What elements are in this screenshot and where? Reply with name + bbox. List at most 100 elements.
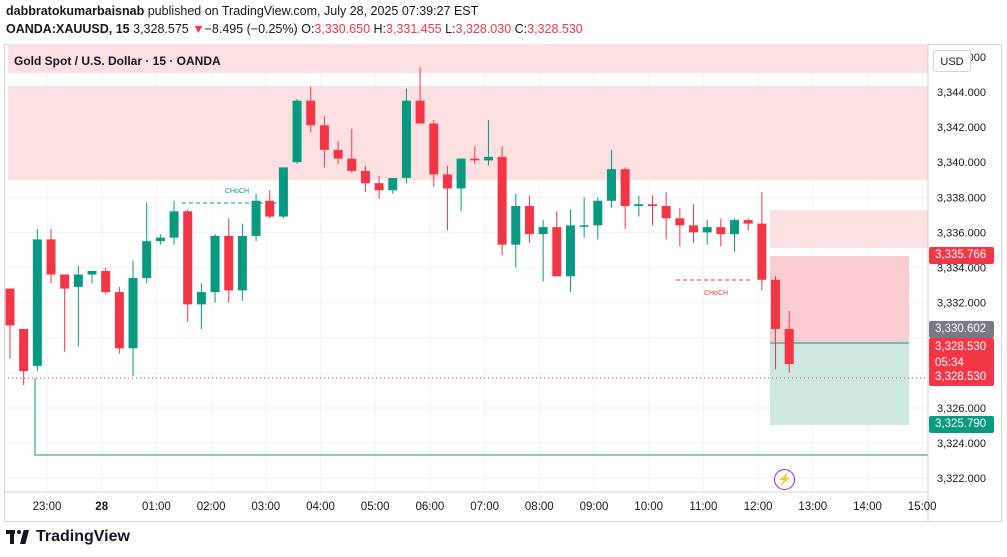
candle-body xyxy=(306,100,316,126)
candle-body xyxy=(470,158,480,161)
symbol-label: OANDA:XAUUSD, 15 xyxy=(6,22,130,36)
candle-body xyxy=(224,235,234,291)
candle-body xyxy=(374,183,384,191)
price-tick-label: 3,338.000 xyxy=(937,192,986,204)
candle-body xyxy=(401,100,411,178)
ohlc-line: OANDA:XAUUSD, 15 3,328.575 ▼−8.495 (−0.2… xyxy=(6,22,583,36)
time-tick-label: 08:00 xyxy=(525,501,554,513)
candle-body xyxy=(565,225,575,277)
candle-body xyxy=(114,292,124,349)
change-down-icon: ▼ xyxy=(192,22,205,36)
candle-body xyxy=(716,227,726,235)
time-tick-label: 04:00 xyxy=(306,501,335,513)
candle-body xyxy=(634,204,644,207)
time-tick-label: 12:00 xyxy=(744,501,773,513)
time-tick-label: 23:00 xyxy=(33,501,62,513)
candle-body xyxy=(155,237,165,242)
supply-zone xyxy=(8,86,928,180)
candle-body xyxy=(5,288,15,326)
candle-body xyxy=(210,235,220,293)
tradingview-wordmark: TradingView xyxy=(36,528,130,545)
candle-body xyxy=(552,227,562,277)
candle-body xyxy=(497,156,507,245)
candle-body xyxy=(128,278,138,349)
time-tick-label: 15:00 xyxy=(908,501,937,513)
candle-body xyxy=(251,200,261,236)
currency-button[interactable]: USD xyxy=(933,50,971,72)
candle-body xyxy=(620,169,630,207)
candle-body xyxy=(73,274,83,287)
published-text: published on TradingView.com, July 28, 2… xyxy=(147,4,479,18)
candle-body xyxy=(101,271,111,293)
candle-body xyxy=(429,123,439,175)
candle-body xyxy=(388,177,398,191)
candle-body xyxy=(196,292,206,305)
price-tick-label: 3,342.000 xyxy=(937,122,986,134)
candle-body xyxy=(456,158,466,189)
candle-body xyxy=(442,174,452,189)
price-tick-label: 3,334.000 xyxy=(937,263,986,275)
time-tick-label: 11:00 xyxy=(689,501,717,513)
candle-body xyxy=(606,169,616,201)
candle-body xyxy=(579,225,589,227)
candle-body xyxy=(142,241,152,279)
price-tick-label: 3,340.000 xyxy=(937,157,986,169)
close-label: C: xyxy=(514,22,528,36)
candle-body xyxy=(743,220,753,224)
close-value: 3,328.530 xyxy=(527,22,583,36)
candle-body xyxy=(333,149,343,159)
lightning-icon[interactable]: ⚡ xyxy=(774,469,795,490)
supply-zone-right xyxy=(770,210,928,248)
price-tick-label: 3,336.000 xyxy=(937,227,986,239)
price-tick-label: 3,344.000 xyxy=(937,87,986,99)
candle-body xyxy=(593,200,603,226)
candle-body xyxy=(524,206,534,235)
candles-group xyxy=(5,67,794,386)
time-tick-label: 03:00 xyxy=(251,501,280,513)
candle-body xyxy=(46,239,56,275)
low-value: 3,328.030 xyxy=(455,22,512,36)
last-price-value: 3,328.530 xyxy=(935,341,987,353)
last-price-tag: 3,328.530 05:34 xyxy=(929,338,994,372)
time-tick-label: 13:00 xyxy=(798,501,827,513)
candle-body xyxy=(265,200,275,217)
time-tick-label: 01:00 xyxy=(142,501,171,513)
last-price: 3,328.575 xyxy=(133,22,189,36)
candle-body xyxy=(87,271,97,275)
candle-body xyxy=(237,235,247,291)
high-value: 3,331.455 xyxy=(386,22,442,36)
publisher-line: dabbratokumarbaisnab published on Tradin… xyxy=(6,4,478,18)
author-name[interactable]: dabbratokumarbaisnab xyxy=(6,4,145,18)
candle-body xyxy=(702,227,712,233)
tradingview-logo[interactable]: TradingView xyxy=(6,528,130,546)
candle-body xyxy=(278,167,288,217)
high-label: H: xyxy=(373,22,387,36)
candle-body xyxy=(60,274,70,289)
price-tick-label: 3,326.000 xyxy=(937,403,986,415)
time-tick-label: 09:00 xyxy=(580,501,609,513)
candle-body xyxy=(511,206,521,245)
time-tick-label: 05:00 xyxy=(361,501,390,513)
candle-body xyxy=(19,328,29,372)
take-profit-tag: 3,325.790 xyxy=(929,416,994,433)
price-tick-label: 3,322.000 xyxy=(937,473,986,485)
time-tick-label: 06:00 xyxy=(416,501,445,513)
candle-body xyxy=(647,204,657,207)
candle-body xyxy=(319,125,329,150)
open-value: 3,330.650 xyxy=(314,22,371,36)
tradingview-mark-icon xyxy=(6,530,30,544)
chart-legend[interactable]: Gold Spot / U.S. Dollar · 15 · OANDA xyxy=(14,54,221,68)
candle-body xyxy=(689,225,698,233)
candle-body xyxy=(675,218,685,226)
supply-zone-upper xyxy=(8,44,928,73)
candle-body xyxy=(415,100,425,124)
choch-label-1: CHoCH xyxy=(225,188,249,195)
candle-body xyxy=(292,100,302,163)
entry-price-tag: 3,330.602 xyxy=(929,321,994,338)
time-tick-label: 10:00 xyxy=(634,501,663,513)
candle-body xyxy=(183,211,193,305)
time-scale: 23:00 28 01:00 02:00 03:00 04:00 05:00 06:00 07:… xyxy=(33,501,937,513)
candle-body xyxy=(757,223,767,280)
stop-loss-tag: 3,335.766 xyxy=(929,247,994,264)
